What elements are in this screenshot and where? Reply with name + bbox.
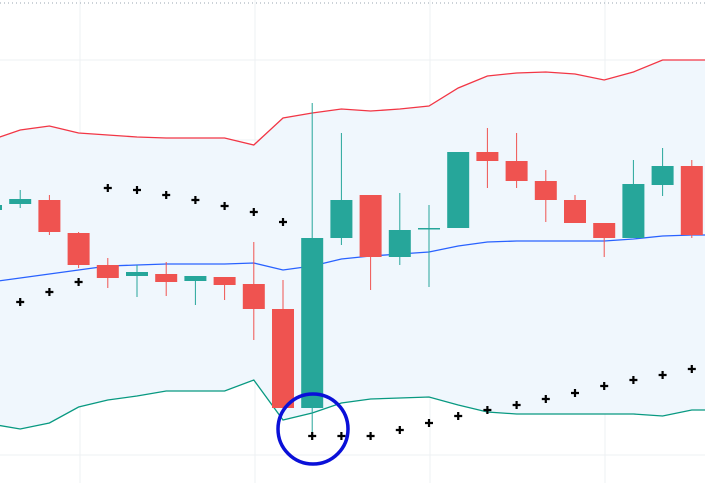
candle-body	[418, 228, 440, 230]
candle-body	[301, 238, 324, 408]
sar-point	[74, 278, 83, 286]
sar-point	[220, 202, 229, 210]
candle-body	[67, 233, 90, 265]
sar-point	[541, 395, 550, 403]
candle-body	[9, 199, 32, 204]
candle-body	[126, 272, 148, 276]
candle-body	[272, 309, 294, 408]
candle-body	[388, 230, 411, 257]
candle-body	[651, 166, 674, 185]
candle-body	[184, 276, 207, 281]
band-line	[0, 59, 705, 146]
candle-body	[359, 195, 382, 257]
sar-point	[454, 412, 463, 420]
candle-body	[96, 265, 119, 278]
sar-point	[629, 376, 638, 384]
candle-body	[242, 284, 265, 309]
sar-point	[191, 196, 200, 204]
candle-body	[213, 277, 236, 285]
plot	[0, 59, 705, 440]
candle-body	[330, 200, 353, 238]
sar-point	[571, 389, 579, 397]
candle-body	[0, 205, 2, 210]
sar-point	[395, 426, 404, 434]
sar-point	[512, 401, 521, 409]
sar-point	[366, 432, 375, 440]
candle-body	[593, 223, 616, 238]
sar-point	[249, 208, 258, 216]
candle-body	[622, 184, 645, 238]
sar-point	[600, 382, 609, 390]
sar-point	[658, 371, 667, 379]
sar-point	[483, 406, 492, 414]
sar-point	[45, 288, 54, 296]
band-line	[0, 379, 705, 430]
sar-point	[133, 186, 141, 194]
sar-point	[337, 432, 346, 440]
sar-point	[308, 432, 317, 440]
candle-body	[680, 166, 703, 235]
candle-body	[476, 152, 499, 161]
sar-point	[425, 419, 433, 427]
candle-body	[38, 200, 61, 232]
candle-body	[564, 200, 586, 223]
sar-point	[687, 365, 696, 373]
sar-point	[162, 191, 171, 199]
highlight-circle	[276, 392, 350, 466]
candle-body	[505, 161, 528, 181]
band-fill	[0, 60, 705, 429]
candle-body	[155, 274, 178, 282]
sar-point	[103, 184, 112, 192]
sar-point	[16, 298, 25, 306]
sar-point	[279, 218, 287, 226]
candle-body	[534, 181, 557, 200]
candle-body	[447, 152, 470, 228]
